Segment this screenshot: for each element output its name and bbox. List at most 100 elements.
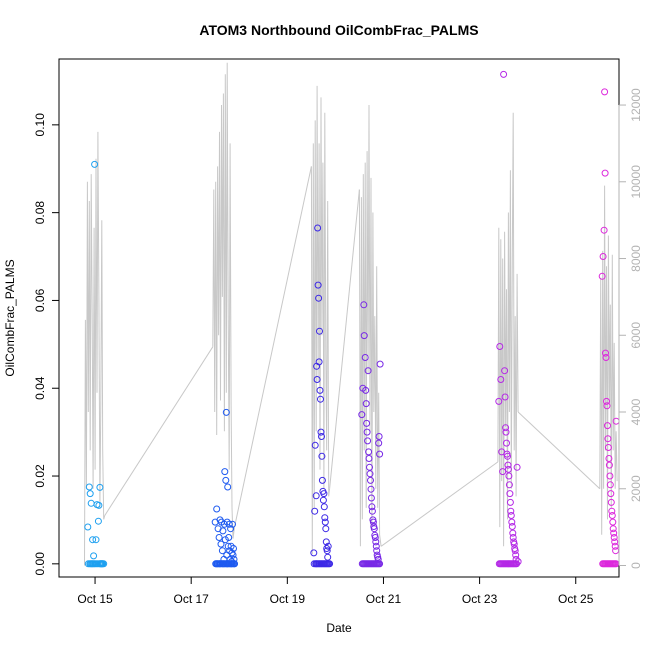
data-point-s3-4 (361, 354, 369, 361)
altitude-line-segment-2 (212, 62, 235, 539)
data-point-s3-35 (376, 360, 384, 368)
data-point-s1-21 (226, 547, 234, 555)
data-point-s5-0 (598, 272, 606, 280)
altitude-line-segment-3 (234, 166, 312, 528)
data-points (84, 70, 620, 568)
y-tick-label-0: 0.00 (33, 552, 47, 576)
data-point-s3-54 (375, 560, 383, 568)
data-point-s5-15 (606, 481, 614, 489)
data-point-s1-7 (218, 547, 226, 555)
y2-tick-label-2: 4000 (629, 398, 643, 425)
data-point-s5-10 (604, 435, 612, 443)
y-axis: 0.00 0.02 0.04 0.06 0.08 0.10 (33, 113, 60, 576)
data-point-s5-1 (599, 253, 607, 260)
y2-tick-label-1: 2000 (629, 475, 643, 502)
data-point-s2-44 (322, 560, 330, 568)
data-point-s5-40 (607, 560, 615, 568)
data-point-s3-0 (358, 411, 366, 419)
data-point-s4-31 (513, 463, 521, 471)
data-point-s3-12 (365, 455, 373, 462)
data-point-s2-28 (324, 542, 332, 550)
data-point-s3-11 (365, 448, 373, 456)
data-point-s2-45 (324, 560, 332, 568)
data-point-s5-42 (611, 560, 619, 568)
data-point-s4-13 (504, 461, 512, 469)
data-point-s2-8 (315, 294, 323, 302)
data-point-s1-27 (229, 520, 236, 528)
data-point-s2-1 (311, 507, 319, 515)
x-tick-label-0: Oct 15 (77, 592, 113, 606)
x-tick-label-4: Oct 23 (462, 592, 498, 606)
altitude-line-segment-1 (104, 346, 214, 516)
data-point-s4-26 (510, 540, 518, 548)
x-tick-label-2: Oct 19 (270, 592, 306, 606)
data-point-s3-14 (366, 470, 374, 478)
data-point-s2-15 (318, 452, 326, 460)
data-point-s1-55 (223, 560, 231, 568)
data-point-s2-21 (321, 514, 329, 522)
data-point-s1-52 (213, 560, 221, 568)
data-point-s0-9 (94, 517, 102, 525)
data-point-s1-53 (216, 560, 224, 568)
data-point-s2-18 (319, 496, 327, 504)
data-point-s1-54 (220, 560, 228, 568)
y-tick-label-5: 0.10 (33, 113, 47, 137)
data-point-s0-29 (97, 560, 105, 568)
data-point-s4-8 (502, 424, 510, 432)
data-point-s2-13 (317, 428, 325, 436)
data-point-s2-27 (324, 553, 332, 561)
data-point-s3-52 (371, 560, 379, 568)
data-point-s5-8 (603, 402, 611, 410)
data-point-s3-32 (375, 439, 383, 447)
data-point-s5-7 (603, 397, 610, 405)
data-point-s5-17 (607, 498, 615, 506)
data-point-s3-13 (366, 463, 373, 471)
data-point-s2-12 (317, 395, 324, 403)
data-point-s3-15 (367, 476, 374, 484)
altitude-trace (84, 62, 618, 566)
data-point-s4-12 (504, 452, 511, 460)
data-point-s5-22 (610, 529, 618, 537)
data-point-s3-23 (370, 525, 378, 533)
data-point-s4-5 (500, 70, 508, 78)
data-point-s3-21 (369, 518, 377, 526)
y-tick-label-2: 0.04 (33, 376, 47, 400)
data-point-s3-8 (363, 428, 371, 436)
data-point-s1-17 (224, 483, 232, 491)
y2-tick-label-4: 8000 (629, 245, 643, 272)
data-point-s5-9 (604, 422, 611, 430)
data-point-s3-26 (372, 538, 380, 546)
x-axis: Oct 15 Oct 17 Oct 19 Oct 21 Oct 23 Oct 25 (77, 576, 594, 606)
data-point-s3-5 (362, 386, 370, 394)
data-point-s5-12 (605, 455, 613, 462)
data-point-s0-11 (96, 483, 104, 491)
altitude-line-segment-0 (84, 131, 106, 566)
data-point-s1-19 (225, 534, 233, 541)
data-point-s3-18 (368, 503, 376, 511)
data-point-s5-11 (604, 444, 612, 451)
y2-axis: 0 2000 4000 6000 8000 10000 12000 (618, 88, 643, 569)
data-point-s5-19 (608, 512, 616, 519)
data-point-s3-10 (364, 367, 372, 375)
data-point-s5-2 (600, 226, 608, 234)
data-point-s3-27 (372, 542, 380, 550)
data-point-s0-5 (90, 552, 98, 560)
data-point-s2-7 (314, 281, 322, 289)
data-point-s4-49 (508, 560, 516, 568)
data-point-s1-56 (227, 560, 235, 568)
data-point-s4-17 (506, 490, 514, 498)
data-point-s2-3 (312, 492, 320, 500)
data-point-s3-16 (367, 485, 375, 493)
data-point-s3-7 (363, 419, 371, 427)
data-point-s1-11 (221, 468, 229, 476)
data-point-s4-29 (512, 551, 520, 559)
data-point-s1-8 (219, 527, 227, 535)
data-point-s5-21 (609, 525, 617, 533)
data-point-s4-21 (508, 518, 516, 526)
data-point-s4-23 (509, 529, 517, 537)
data-point-s4-19 (507, 507, 515, 515)
data-point-s4-0 (495, 397, 503, 405)
data-point-s2-11 (316, 386, 324, 394)
data-point-s5-14 (606, 472, 614, 480)
